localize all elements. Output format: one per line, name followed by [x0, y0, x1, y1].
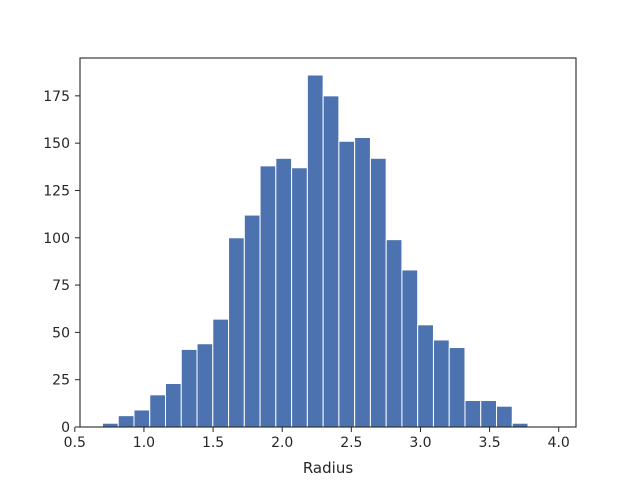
histogram-bar-12	[291, 167, 308, 428]
histogram-bar-17	[369, 157, 387, 428]
histogram-bar-7	[212, 318, 230, 428]
x-tick-label-5: 3.0	[409, 435, 431, 451]
histogram-bar-9	[243, 214, 261, 428]
y-tick-label-6: 150	[43, 136, 70, 152]
histogram-bar-8	[228, 237, 245, 428]
histogram-bar-22	[448, 347, 466, 428]
histogram-bar-26	[511, 422, 529, 428]
y-axis-ticks: 0 25 50 75 100 125 150 175	[43, 89, 80, 436]
histogram-bar-11	[275, 157, 293, 428]
x-tick-label-6: 3.5	[478, 435, 500, 451]
histogram-bar-0	[101, 422, 119, 428]
histogram-bar-21	[432, 339, 450, 428]
x-tick-label-7: 4.0	[548, 435, 570, 451]
histogram-bar-14	[322, 95, 340, 428]
y-tick-label-1: 25	[52, 373, 70, 389]
histogram-bar-6	[196, 343, 214, 428]
y-tick-label-7: 175	[43, 89, 70, 105]
histogram-bar-24	[480, 400, 498, 428]
y-tick-label-5: 125	[43, 183, 70, 199]
y-tick-label-0: 0	[61, 420, 70, 436]
y-tick-label-4: 100	[43, 231, 70, 247]
histogram-bar-10	[259, 165, 277, 428]
histogram-bar-23	[464, 400, 482, 428]
bars-layer	[101, 74, 529, 428]
histogram-bar-13	[306, 74, 324, 428]
plot-frame	[79, 57, 577, 428]
histogram-bar-19	[401, 269, 419, 428]
x-axis-ticks: 0.5 1.0 1.5 2.0 2.5 3.0 3.5 4.0	[64, 427, 570, 451]
histogram-bar-15	[338, 140, 356, 428]
histogram-bar-18	[385, 239, 403, 428]
x-tick-label-3: 2.0	[271, 435, 293, 451]
histogram-bar-3	[149, 394, 167, 428]
x-tick-label-4: 2.5	[340, 435, 362, 451]
y-tick-label-2: 50	[52, 325, 70, 341]
histogram-bar-1	[117, 415, 135, 428]
histogram-bar-16	[354, 136, 371, 428]
y-tick-label-3: 75	[52, 278, 70, 294]
x-tick-label-0: 0.5	[64, 435, 86, 451]
x-tick-label-1: 1.0	[133, 435, 155, 451]
x-axis-label: Radius	[303, 459, 353, 477]
histogram-bar-2	[133, 409, 151, 428]
histogram-bar-5	[180, 348, 198, 428]
x-tick-label-2: 1.5	[202, 435, 224, 451]
histogram-bar-4	[165, 382, 182, 428]
histogram-bar-25	[496, 405, 513, 428]
histogram-bar-20	[417, 324, 434, 428]
